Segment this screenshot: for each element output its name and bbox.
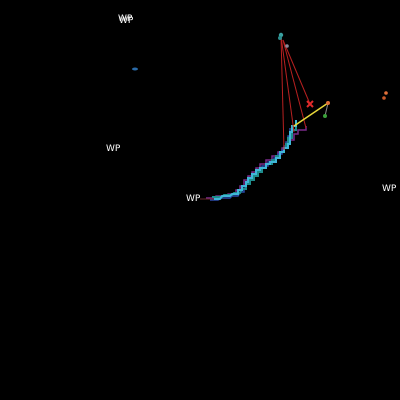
red-x-marker[interactable]	[306, 100, 314, 108]
waypoint-label[interactable]: WP	[119, 16, 134, 26]
red-line	[282, 39, 311, 105]
waypoint-label[interactable]: WP	[106, 144, 121, 154]
orange-marker[interactable]	[326, 101, 330, 105]
waypoint-label[interactable]: WP	[186, 194, 201, 204]
cyan-track	[214, 120, 297, 200]
red-line	[280, 35, 295, 133]
red-line	[280, 35, 285, 151]
blue-track	[210, 128, 291, 201]
far-right-marker-b[interactable]	[382, 96, 386, 100]
waypoint-label[interactable]: WP	[118, 14, 133, 24]
top-marker-teal[interactable]	[278, 36, 282, 40]
waypoint-label[interactable]: WP	[382, 184, 397, 194]
far-right-marker-a[interactable]	[384, 91, 388, 95]
yellow-line	[293, 102, 329, 127]
red-line	[282, 39, 307, 129]
blue-marker[interactable]	[132, 67, 138, 71]
top-marker-grey[interactable]	[285, 44, 289, 48]
green-marker[interactable]	[323, 114, 327, 118]
grey-line	[324, 102, 329, 117]
